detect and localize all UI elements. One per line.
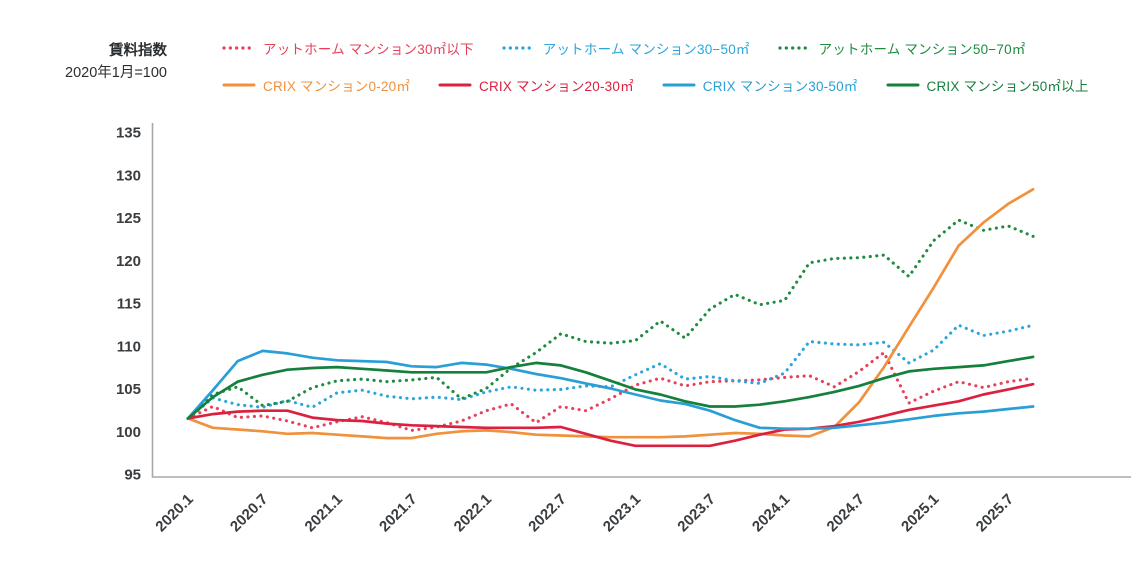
legend-item-label: アットホーム マンション30㎡以下 bbox=[263, 42, 474, 57]
x-axis-tick-label: 2023.7 bbox=[674, 491, 718, 535]
y-axis-tick-label: 125 bbox=[116, 210, 141, 227]
legend-item: アットホーム マンション30−50㎡ bbox=[502, 38, 750, 58]
y-axis-tick-label: 115 bbox=[117, 296, 141, 313]
legend-row-solid: CRIX マンション0-20㎡ CRIX マンション20-30㎡ CRIX マンショ… bbox=[222, 75, 1137, 95]
legend-item-label: CRIX マンション0-20㎡ bbox=[263, 79, 411, 94]
y-axis-tick-label: 120 bbox=[116, 253, 141, 270]
legend-item-label: CRIX マンション50㎡以上 bbox=[926, 79, 1089, 94]
legend-item: CRIX マンション20-30㎡ bbox=[438, 75, 634, 95]
series-line-CRIX マンション30-50㎡ bbox=[186, 349, 1035, 431]
y-axis-tick-label: 110 bbox=[117, 338, 141, 355]
x-axis-tick-label: 2023.1 bbox=[600, 491, 644, 535]
x-axis-tick-label: 2020.1 bbox=[152, 491, 196, 535]
legend-item-label: CRIX マンション20-30㎡ bbox=[479, 79, 634, 94]
legend-solid-line-icon bbox=[222, 83, 256, 87]
legend-dotted-line-icon bbox=[778, 46, 812, 50]
legend-item: CRIX マンション0-20㎡ bbox=[222, 75, 410, 95]
y-axis-tick-label: 130 bbox=[116, 167, 141, 184]
chart-legend: アットホーム マンション30㎡以下 アットホーム マンション30−50㎡ アットホー… bbox=[222, 38, 1137, 95]
y-axis-tick-label: 100 bbox=[116, 424, 141, 441]
legend-dotted-line-icon bbox=[502, 46, 536, 50]
legend-item: CRIX マンション50㎡以上 bbox=[886, 75, 1089, 95]
chart-title-block: 賃料指数 2020年1月=100 bbox=[22, 40, 167, 84]
y-axis-tick-label: 95 bbox=[124, 467, 141, 484]
y-axis-tick-label: 135 bbox=[116, 125, 141, 142]
x-axis-tick-label: 2022.1 bbox=[451, 491, 495, 535]
chart-title: 賃料指数 bbox=[109, 43, 167, 59]
x-axis-tick-label: 2021.1 bbox=[302, 491, 346, 535]
legend-solid-line-icon bbox=[438, 83, 472, 87]
chart-baseline-note: 2020年1月=100 bbox=[65, 65, 167, 81]
series-line-CRIX マンション20-30㎡ bbox=[186, 382, 1035, 448]
x-axis-tick-label: 2024.1 bbox=[749, 491, 793, 535]
x-axis-tick-label: 2024.7 bbox=[823, 491, 867, 535]
legend-dotted-line-icon bbox=[222, 46, 256, 50]
legend-solid-line-icon bbox=[886, 83, 919, 87]
legend-item: アットホーム マンション50−70㎡ bbox=[778, 38, 1026, 58]
series-line-CRIX マンション0-20㎡ bbox=[186, 187, 1035, 440]
x-axis-tick-label: 2021.7 bbox=[376, 491, 420, 535]
legend-item: CRIX マンション30-50㎡ bbox=[662, 75, 858, 95]
legend-row-dotted: アットホーム マンション30㎡以下 アットホーム マンション30−50㎡ アットホー… bbox=[222, 38, 1137, 58]
legend-item-label: アットホーム マンション50−70㎡ bbox=[818, 42, 1026, 57]
legend-item-label: アットホーム マンション30−50㎡ bbox=[542, 42, 750, 57]
series-line-CRIX マンション50㎡以上 bbox=[186, 355, 1035, 420]
x-axis-tick-label: 2020.7 bbox=[227, 491, 271, 535]
x-axis-tick-label: 2025.7 bbox=[973, 491, 1017, 535]
series-line-アットホーム マンション30㎡以下 bbox=[186, 351, 1035, 432]
legend-solid-line-icon bbox=[662, 83, 696, 87]
x-axis-tick-label: 2022.7 bbox=[525, 491, 569, 535]
legend-item: アットホーム マンション30㎡以下 bbox=[222, 38, 474, 58]
x-axis-tick-label: 2025.1 bbox=[898, 491, 942, 535]
y-axis-tick-label: 105 bbox=[116, 381, 141, 398]
legend-item-label: CRIX マンション30-50㎡ bbox=[702, 79, 858, 94]
series-line-アットホーム マンション50−70㎡ bbox=[186, 218, 1035, 420]
